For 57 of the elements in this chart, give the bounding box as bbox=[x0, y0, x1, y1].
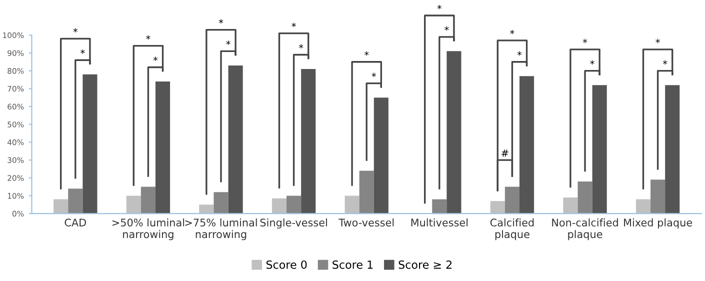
annotation: * bbox=[226, 40, 230, 45]
annotation: * bbox=[590, 60, 594, 65]
annotation: * bbox=[582, 38, 588, 44]
bar bbox=[228, 65, 243, 214]
text: * bbox=[444, 26, 449, 31]
bar bbox=[578, 181, 592, 214]
x-tick-label: Calcified plaque bbox=[490, 218, 534, 240]
bar bbox=[301, 69, 316, 214]
text: * bbox=[292, 22, 296, 28]
bar bbox=[214, 192, 228, 214]
bar bbox=[592, 85, 607, 214]
bar bbox=[490, 201, 505, 214]
annotation: # bbox=[502, 150, 508, 157]
bar bbox=[126, 196, 141, 214]
annotation: * bbox=[153, 56, 158, 62]
text: * bbox=[510, 30, 514, 34]
bar bbox=[636, 199, 651, 214]
bar bbox=[140, 186, 156, 214]
x-tick-label: Multivessel bbox=[411, 218, 468, 226]
bar bbox=[432, 199, 447, 214]
legend-label: Score ≥ 2 bbox=[398, 260, 452, 269]
bar bbox=[504, 186, 520, 214]
bar bbox=[286, 196, 302, 214]
x-tick-label: CAD bbox=[64, 218, 86, 226]
annotation: * bbox=[372, 72, 376, 78]
x-tick-label: >50% luminal narrowing bbox=[112, 218, 184, 240]
bar bbox=[665, 85, 680, 214]
bar bbox=[155, 82, 170, 214]
bar bbox=[446, 51, 462, 214]
bar bbox=[272, 198, 287, 214]
bar bbox=[82, 74, 98, 214]
annotation: * bbox=[80, 49, 85, 54]
text: * bbox=[73, 28, 78, 32]
bar bbox=[650, 180, 666, 214]
bar bbox=[374, 98, 388, 214]
x-tick-label: Mixed plaque bbox=[624, 218, 692, 228]
bar bbox=[68, 188, 83, 214]
bar bbox=[54, 199, 68, 214]
annotation: * bbox=[364, 51, 369, 56]
text: * bbox=[218, 19, 224, 24]
annotation: * bbox=[146, 35, 150, 40]
legend-label: Score 0 bbox=[266, 260, 307, 269]
bar bbox=[359, 170, 374, 214]
bar bbox=[519, 76, 534, 214]
annotation: * bbox=[662, 60, 668, 65]
x-tick-label: Non-calcified plaque bbox=[552, 218, 618, 240]
bar bbox=[563, 198, 578, 214]
x-tick-label: Two-vessel bbox=[338, 218, 394, 226]
annotation: * bbox=[298, 44, 304, 49]
bar bbox=[199, 204, 214, 214]
x-tick-label: Single-vessel bbox=[260, 218, 327, 228]
annotation: * bbox=[656, 38, 660, 44]
bar bbox=[344, 196, 360, 214]
text: * bbox=[437, 4, 442, 10]
annotation: * bbox=[517, 51, 522, 56]
x-tick-label: >75% luminal narrowing bbox=[185, 218, 257, 240]
legend-label: Score 1 bbox=[332, 260, 373, 269]
